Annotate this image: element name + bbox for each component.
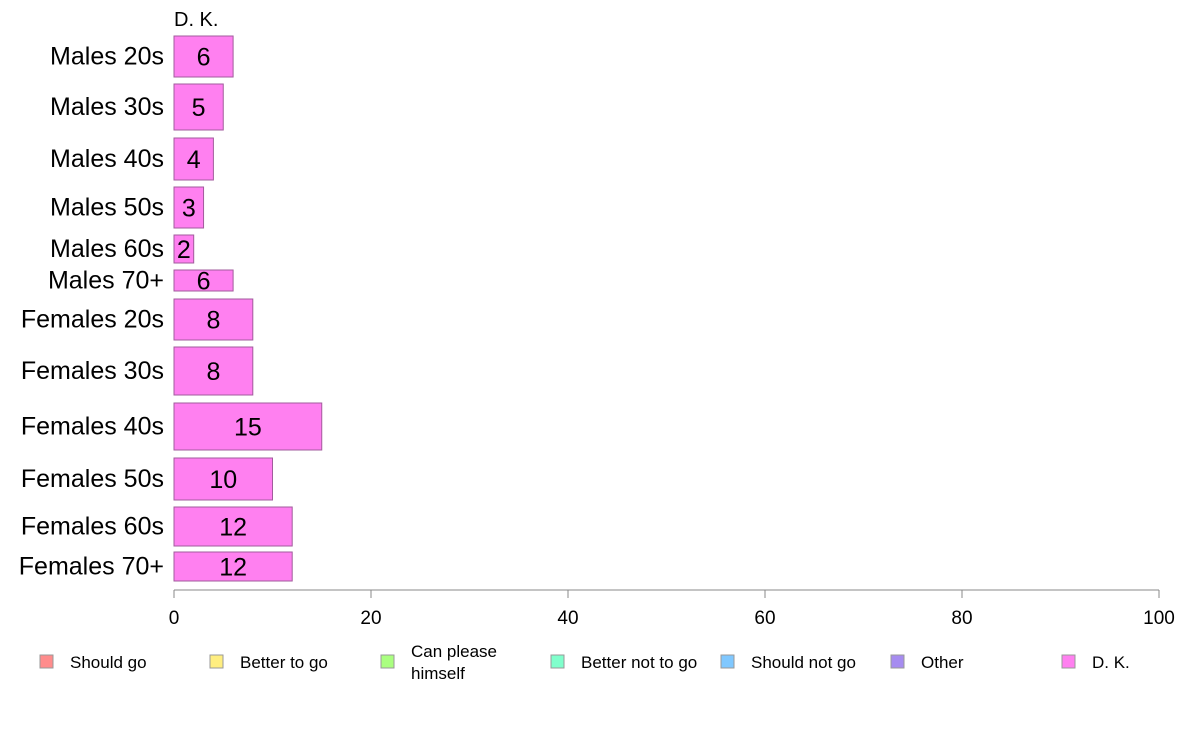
legend-swatch	[39, 654, 54, 669]
bar	[173, 35, 234, 78]
legend-label: Better to go	[240, 653, 328, 672]
legend-swatch	[720, 654, 735, 669]
category-label: Females 30s	[21, 357, 164, 385]
bar-value-label: 3	[182, 195, 196, 223]
bar-value-label: 8	[206, 358, 220, 386]
bar	[173, 137, 214, 181]
legend-swatch	[209, 654, 224, 669]
category-label: Males 20s	[50, 43, 164, 71]
bar-value-label: 6	[197, 268, 211, 296]
legend-label: D. K.	[1092, 653, 1130, 672]
x-tick-label: 20	[360, 608, 381, 629]
x-tick-label: 0	[169, 608, 180, 629]
bar	[173, 506, 293, 547]
bar-value-label: 8	[206, 307, 220, 335]
bar	[173, 298, 254, 341]
bar-value-label: 10	[209, 466, 237, 494]
panel-label: D. K.	[174, 9, 218, 31]
category-label: Males 50s	[50, 194, 164, 222]
category-label: Females 70+	[19, 553, 164, 581]
legend-label: Can please himself	[411, 642, 497, 683]
legend: Should go Better to go Can please himself Be…	[39, 642, 1130, 683]
category-label: Males 60s	[50, 235, 164, 263]
category-label: Males 70+	[48, 267, 164, 295]
legend-item: Should go	[39, 653, 147, 672]
bar-value-label: 2	[177, 236, 191, 264]
bar	[173, 269, 234, 292]
legend-label: Should go	[70, 653, 147, 672]
legend-label: Other	[921, 653, 964, 672]
bar-value-label: 5	[192, 94, 206, 122]
category-label: Females 20s	[21, 306, 164, 334]
bar	[173, 186, 205, 229]
legend-item: Can please himself	[380, 642, 497, 683]
legend-item: Should not go	[720, 653, 856, 672]
bar	[173, 83, 224, 131]
legend-swatch	[380, 654, 395, 669]
legend-item: Better to go	[209, 653, 328, 672]
x-axis: 0 20 40 60 80 100	[169, 589, 1175, 629]
bar	[173, 402, 323, 451]
category-label: Females 50s	[21, 465, 164, 493]
bars-group: Males 20s 6 Males 30s 5 Males 40s 4 Males 50s 3…	[19, 35, 323, 582]
bar-value-label: 4	[187, 146, 201, 174]
legend-label: Better not to go	[581, 653, 697, 672]
bar	[173, 457, 273, 501]
x-tick-label: 80	[951, 608, 972, 629]
x-tick-label: 100	[1143, 608, 1175, 629]
x-tick-label: 40	[557, 608, 578, 629]
category-label: Females 40s	[21, 413, 164, 441]
bar	[173, 234, 195, 264]
category-label: Males 40s	[50, 145, 164, 173]
legend-swatch	[890, 654, 905, 669]
x-tick-label: 60	[754, 608, 775, 629]
bar-value-label: 6	[197, 44, 211, 72]
legend-item: D. K.	[1061, 653, 1130, 672]
bar	[173, 551, 293, 582]
legend-swatch	[550, 654, 565, 669]
legend-swatch	[1061, 654, 1076, 669]
bar-value-label: 12	[219, 514, 247, 542]
bar-value-label: 12	[219, 554, 247, 582]
bar	[173, 346, 254, 396]
legend-label: Should not go	[751, 653, 856, 672]
category-label: Males 30s	[50, 93, 164, 121]
legend-item: Better not to go	[550, 653, 697, 672]
bar-value-label: 15	[234, 414, 262, 442]
category-label: Females 60s	[21, 513, 164, 541]
legend-item: Other	[890, 653, 964, 672]
